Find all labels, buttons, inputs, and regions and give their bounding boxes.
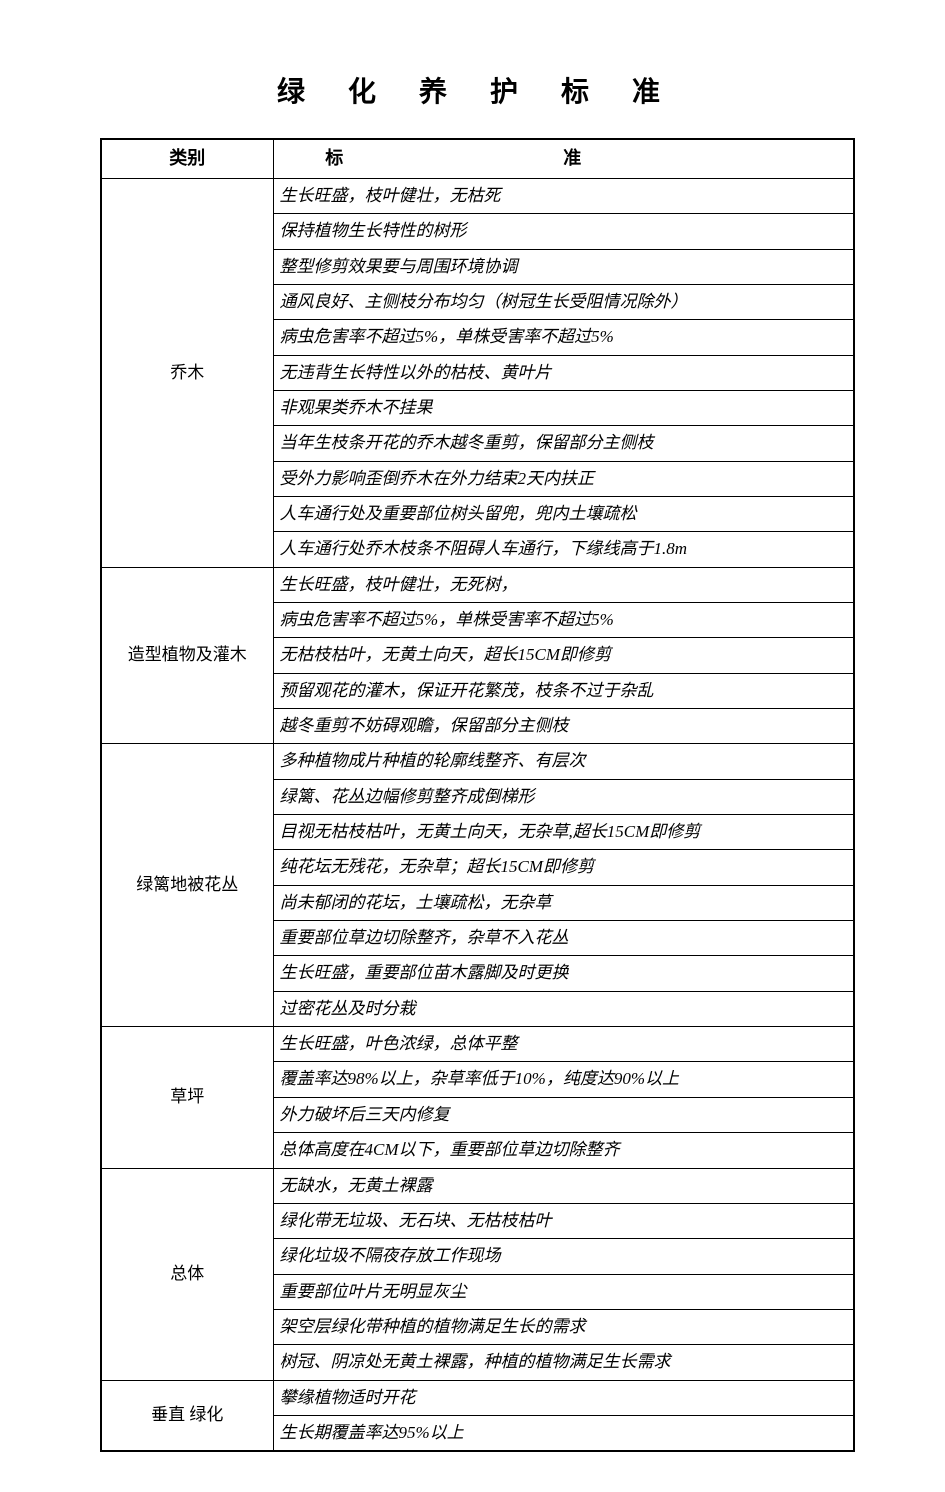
table-row: 造型植物及灌木生长旺盛，枝叶健壮，无死树， (101, 567, 854, 602)
standard-cell: 生长期覆盖率达95%以上 (273, 1415, 854, 1451)
table-row: 草坪生长旺盛，叶色浓绿，总体平整 (101, 1027, 854, 1062)
standard-cell: 当年生枝条开花的乔木越冬重剪，保留部分主侧枝 (273, 426, 854, 461)
standard-cell: 生长旺盛，重要部位苗木露脚及时更换 (273, 956, 854, 991)
standard-cell: 病虫危害率不超过5%，单株受害率不超过5% (273, 320, 854, 355)
header-standard: 标准 (273, 139, 854, 178)
standard-cell: 受外力影响歪倒乔木在外力结束2天内扶正 (273, 461, 854, 496)
standard-cell: 无违背生长特性以外的枯枝、黄叶片 (273, 355, 854, 390)
standard-cell: 外力破坏后三天内修复 (273, 1097, 854, 1132)
standard-cell: 树冠、阴凉处无黄土裸露，种植的植物满足生长需求 (273, 1345, 854, 1380)
category-cell: 总体 (101, 1168, 273, 1380)
table-body: 乔木生长旺盛，枝叶健壮，无枯死保持植物生长特性的树形整型修剪效果要与周围环境协调… (101, 178, 854, 1451)
table-row: 绿篱地被花丛多种植物成片种植的轮廓线整齐、有层次 (101, 744, 854, 779)
standard-cell: 生长旺盛，枝叶健壮，无枯死 (273, 178, 854, 213)
standard-cell: 攀缘植物适时开花 (273, 1380, 854, 1415)
category-cell: 造型植物及灌木 (101, 567, 273, 744)
standard-cell: 覆盖率达98%以上，杂草率低于10%，纯度达90%以上 (273, 1062, 854, 1097)
standard-cell: 多种植物成片种植的轮廓线整齐、有层次 (273, 744, 854, 779)
standard-cell: 越冬重剪不妨碍观瞻，保留部分主侧枝 (273, 709, 854, 744)
standard-cell: 绿化带无垃圾、无石块、无枯枝枯叶 (273, 1203, 854, 1238)
standard-cell: 人车通行处及重要部位树头留兜，兜内土壤疏松 (273, 496, 854, 531)
standard-cell: 病虫危害率不超过5%，单株受害率不超过5% (273, 603, 854, 638)
standard-cell: 生长旺盛，叶色浓绿，总体平整 (273, 1027, 854, 1062)
standard-cell: 预留观花的灌木，保证开花繁茂，枝条不过于杂乱 (273, 673, 854, 708)
table-row: 垂直 绿化攀缘植物适时开花 (101, 1380, 854, 1415)
standard-cell: 过密花丛及时分栽 (273, 991, 854, 1026)
standard-cell: 非观果类乔木不挂果 (273, 390, 854, 425)
standard-cell: 人车通行处乔木枝条不阻碍人车通行，下缘线高于1.8m (273, 532, 854, 567)
header-category: 类别 (101, 139, 273, 178)
standard-cell: 保持植物生长特性的树形 (273, 214, 854, 249)
standard-cell: 整型修剪效果要与周围环境协调 (273, 249, 854, 284)
standard-cell: 架空层绿化带种植的植物满足生长的需求 (273, 1309, 854, 1344)
table-row: 总体无缺水，无黄土裸露 (101, 1168, 854, 1203)
standard-cell: 绿篱、花丛边幅修剪整齐成倒梯形 (273, 779, 854, 814)
standard-cell: 总体高度在4CM以下，重要部位草边切除整齐 (273, 1133, 854, 1168)
standard-cell: 无缺水，无黄土裸露 (273, 1168, 854, 1203)
standard-cell: 纯花坛无残花，无杂草；超长15CM即修剪 (273, 850, 854, 885)
standard-cell: 目视无枯枝枯叶，无黄土向天，无杂草,超长15CM即修剪 (273, 815, 854, 850)
standard-cell: 绿化垃圾不隔夜存放工作现场 (273, 1239, 854, 1274)
category-cell: 草坪 (101, 1027, 273, 1168)
standard-cell: 尚未郁闭的花坛，土壤疏松，无杂草 (273, 885, 854, 920)
standards-table: 类别 标准 乔木生长旺盛，枝叶健壮，无枯死保持植物生长特性的树形整型修剪效果要与… (100, 138, 855, 1452)
page-title: 绿 化 养 护 标 准 (100, 70, 855, 110)
category-cell: 垂直 绿化 (101, 1380, 273, 1451)
table-header-row: 类别 标准 (101, 139, 854, 178)
document-page: 绿 化 养 护 标 准 类别 标准 乔木生长旺盛，枝叶健壮，无枯死保持植物生长特… (0, 0, 945, 1492)
standard-cell: 通风良好、主侧枝分布均匀（树冠生长受阻情况除外） (273, 284, 854, 319)
category-cell: 乔木 (101, 178, 273, 567)
category-cell: 绿篱地被花丛 (101, 744, 273, 1027)
standard-cell: 无枯枝枯叶，无黄土向天，超长15CM即修剪 (273, 638, 854, 673)
table-row: 乔木生长旺盛，枝叶健壮，无枯死 (101, 178, 854, 213)
standard-cell: 生长旺盛，枝叶健壮，无死树， (273, 567, 854, 602)
standard-cell: 重要部位草边切除整齐，杂草不入花丛 (273, 921, 854, 956)
standard-cell: 重要部位叶片无明显灰尘 (273, 1274, 854, 1309)
